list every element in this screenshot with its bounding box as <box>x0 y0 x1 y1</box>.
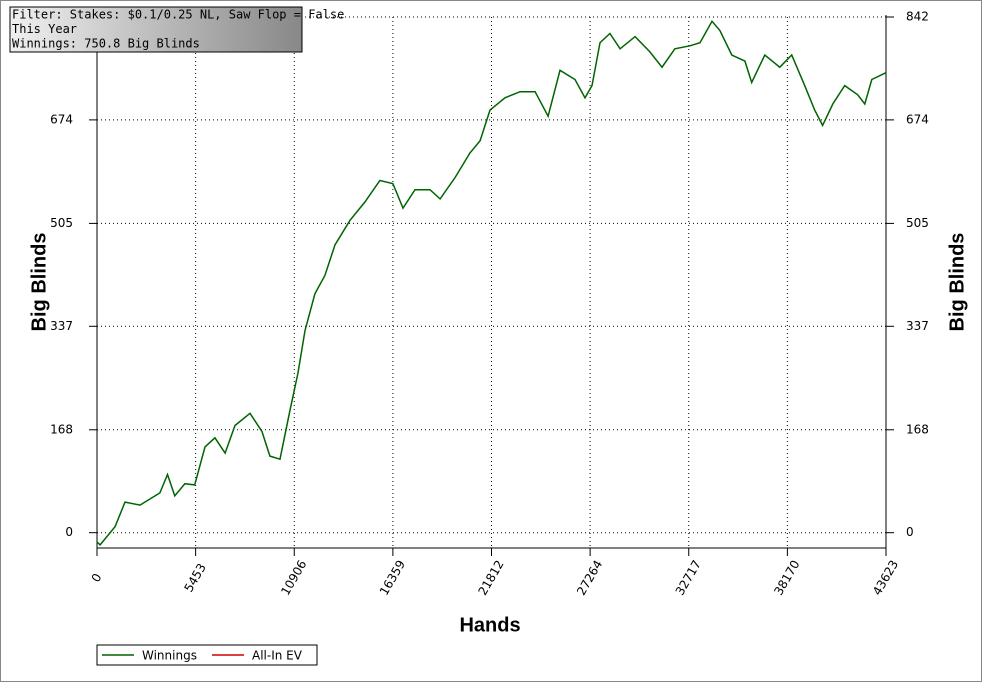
y-tick-label: 0 <box>65 525 73 539</box>
info-text: Winnings: 750.8 Big Blinds <box>12 37 200 51</box>
info-text: This Year <box>12 22 77 36</box>
y2-tick-label: 674 <box>906 112 929 126</box>
y2-tick-label: 842 <box>906 10 929 24</box>
legend-label: All-In EV <box>252 649 303 663</box>
y2-tick-label: 505 <box>906 216 929 230</box>
y-tick-label: 505 <box>50 216 73 230</box>
info-text: Filter: Stakes: $0.1/0.25 NL, Saw Flop =… <box>12 8 344 22</box>
legend <box>96 644 318 666</box>
y2-tick-label: 168 <box>906 422 929 436</box>
series-line <box>96 19 887 547</box>
y-axis-label: Big Blinds <box>28 233 50 332</box>
y-tick-label: 168 <box>50 422 73 436</box>
x-axis-label: Hands <box>459 614 520 636</box>
y2-tick-label: 337 <box>906 319 929 333</box>
y-tick-label: 674 <box>50 112 73 126</box>
y2-axis-label: Big Blinds <box>946 233 968 332</box>
legend-label: Winnings <box>142 649 197 663</box>
y2-tick-label: 0 <box>906 525 914 539</box>
y-tick-label: 337 <box>50 319 73 333</box>
info-box <box>9 6 303 53</box>
